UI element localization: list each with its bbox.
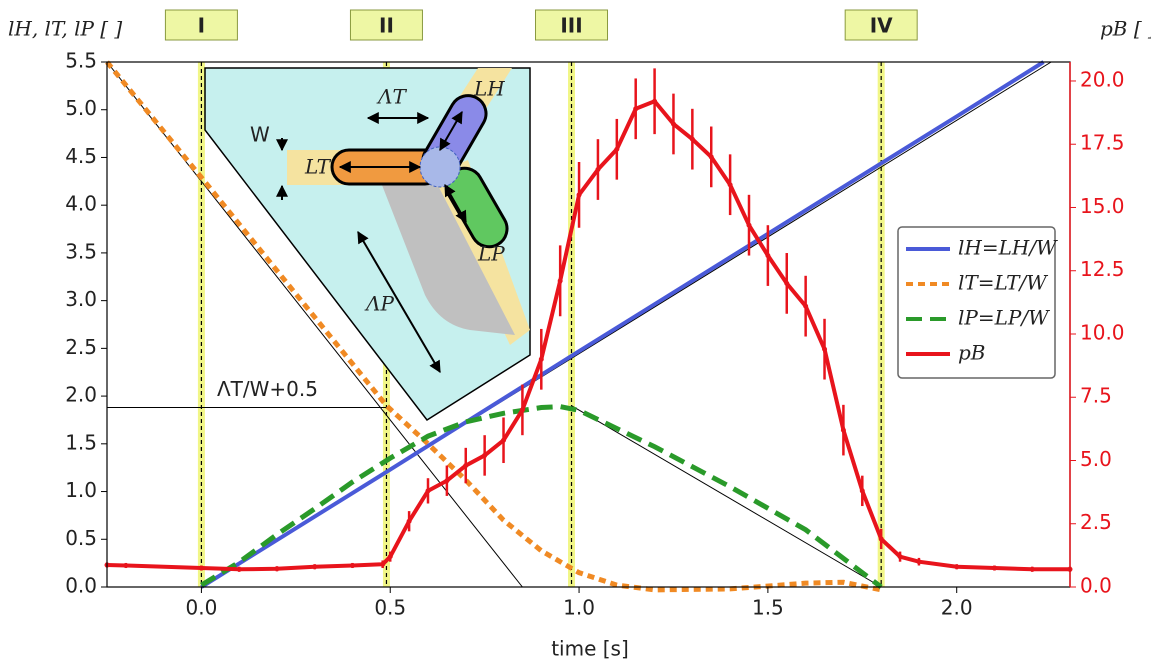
data-point	[595, 167, 601, 173]
series-line	[200, 60, 1045, 589]
data-point	[633, 106, 639, 112]
y2-tick-label: 17.5	[1080, 131, 1125, 155]
y-tick-label: 1.0	[65, 478, 97, 502]
x-tick-label: 0.0	[186, 596, 218, 620]
y-tick-label: 3.5	[65, 239, 97, 263]
legend-label: lH=LH/W	[958, 236, 1058, 260]
data-point	[689, 136, 695, 142]
inset-label: LT	[304, 155, 332, 179]
data-point	[954, 564, 960, 570]
data-point	[614, 146, 620, 152]
data-point	[765, 253, 771, 259]
data-point	[425, 488, 431, 494]
data-point	[822, 346, 828, 352]
y-tick-label: 1.5	[65, 430, 97, 454]
data-point	[557, 278, 563, 284]
data-point	[991, 565, 997, 571]
data-point	[708, 154, 714, 160]
data-point	[274, 566, 280, 572]
data-point	[727, 182, 733, 188]
data-point	[878, 536, 884, 542]
y-tick-label: 4.0	[65, 192, 97, 216]
data-point	[444, 478, 450, 484]
marker-label: I	[198, 14, 205, 38]
marker-box	[349, 9, 423, 41]
series-line	[105, 60, 882, 593]
y2-axis-label: pB [ ]	[1100, 17, 1151, 41]
y2-tick-label: 20.0	[1080, 67, 1125, 91]
y2-tick-label: 15.0	[1080, 194, 1125, 218]
data-point	[897, 554, 903, 560]
series-line	[200, 404, 883, 589]
data-point	[198, 565, 204, 571]
data-point	[1029, 566, 1035, 572]
data-point	[380, 561, 386, 567]
inset-label: LH	[473, 77, 505, 101]
legend-box	[897, 226, 1056, 379]
inset-label: LP	[477, 242, 505, 266]
inset-label: ΛP	[364, 292, 394, 316]
marker-label: II	[379, 14, 394, 38]
marker-box	[535, 9, 609, 41]
y-tick-label: 5.5	[65, 49, 97, 73]
data-point	[652, 98, 658, 104]
marker-label: IV	[870, 14, 893, 38]
guide-line	[571, 405, 882, 588]
y-tick-label: 2.5	[65, 335, 97, 359]
marker-label: III	[560, 14, 582, 38]
inset-label: ΛT	[376, 85, 407, 109]
inset-label: W	[250, 123, 270, 147]
data-point	[803, 303, 809, 309]
legend-label: pB	[958, 341, 986, 365]
y2-tick-label: 12.5	[1080, 257, 1125, 281]
data-point	[463, 463, 469, 469]
data-point	[349, 562, 355, 568]
x-tick-label: 2.0	[941, 596, 973, 620]
y-tick-label: 2.0	[65, 383, 97, 407]
data-point	[312, 564, 318, 570]
marker-box	[164, 9, 238, 41]
y2-tick-label: 10.0	[1080, 320, 1125, 344]
data-point	[387, 554, 393, 560]
y2-tick-label: 0.0	[1080, 574, 1112, 598]
y2-tick-label: 5.0	[1080, 447, 1112, 471]
data-point	[916, 559, 922, 565]
y-tick-label: 0.0	[65, 574, 97, 598]
y-tick-label: 5.0	[65, 96, 97, 120]
y-axis-label: lH, lT, lP [ ]	[8, 17, 122, 41]
data-point	[501, 437, 507, 443]
x-tick-label: 1.0	[563, 596, 595, 620]
y2-tick-label: 7.5	[1080, 384, 1112, 408]
data-point	[482, 452, 488, 458]
data-point	[123, 562, 129, 568]
annotation: ΛT/W+0.5	[217, 377, 318, 401]
x-tick-label: 1.5	[752, 596, 784, 620]
x-axis-label: time [s]	[551, 637, 629, 661]
y-tick-label: 3.0	[65, 287, 97, 311]
plot-layer: ΛT/W+0.5	[104, 60, 1073, 593]
data-point	[746, 222, 752, 228]
data-point	[406, 518, 412, 524]
y-tick-label: 4.5	[65, 144, 97, 168]
data-point	[840, 427, 846, 433]
data-point	[538, 356, 544, 362]
data-point	[670, 121, 676, 127]
legend-label: lT=LT/W	[958, 271, 1048, 295]
x-tick-label: 0.5	[374, 596, 406, 620]
legend-label: lP=LP/W	[958, 306, 1050, 330]
y-tick-label: 0.5	[65, 526, 97, 550]
data-point	[576, 192, 582, 198]
marker-box	[844, 9, 918, 41]
data-point	[859, 488, 865, 494]
data-point	[236, 566, 242, 572]
data-point	[784, 280, 790, 286]
data-point	[519, 407, 525, 413]
y2-tick-label: 2.5	[1080, 510, 1112, 534]
inset-diagram: ΛT LH W LT LP ΛP	[204, 67, 531, 421]
